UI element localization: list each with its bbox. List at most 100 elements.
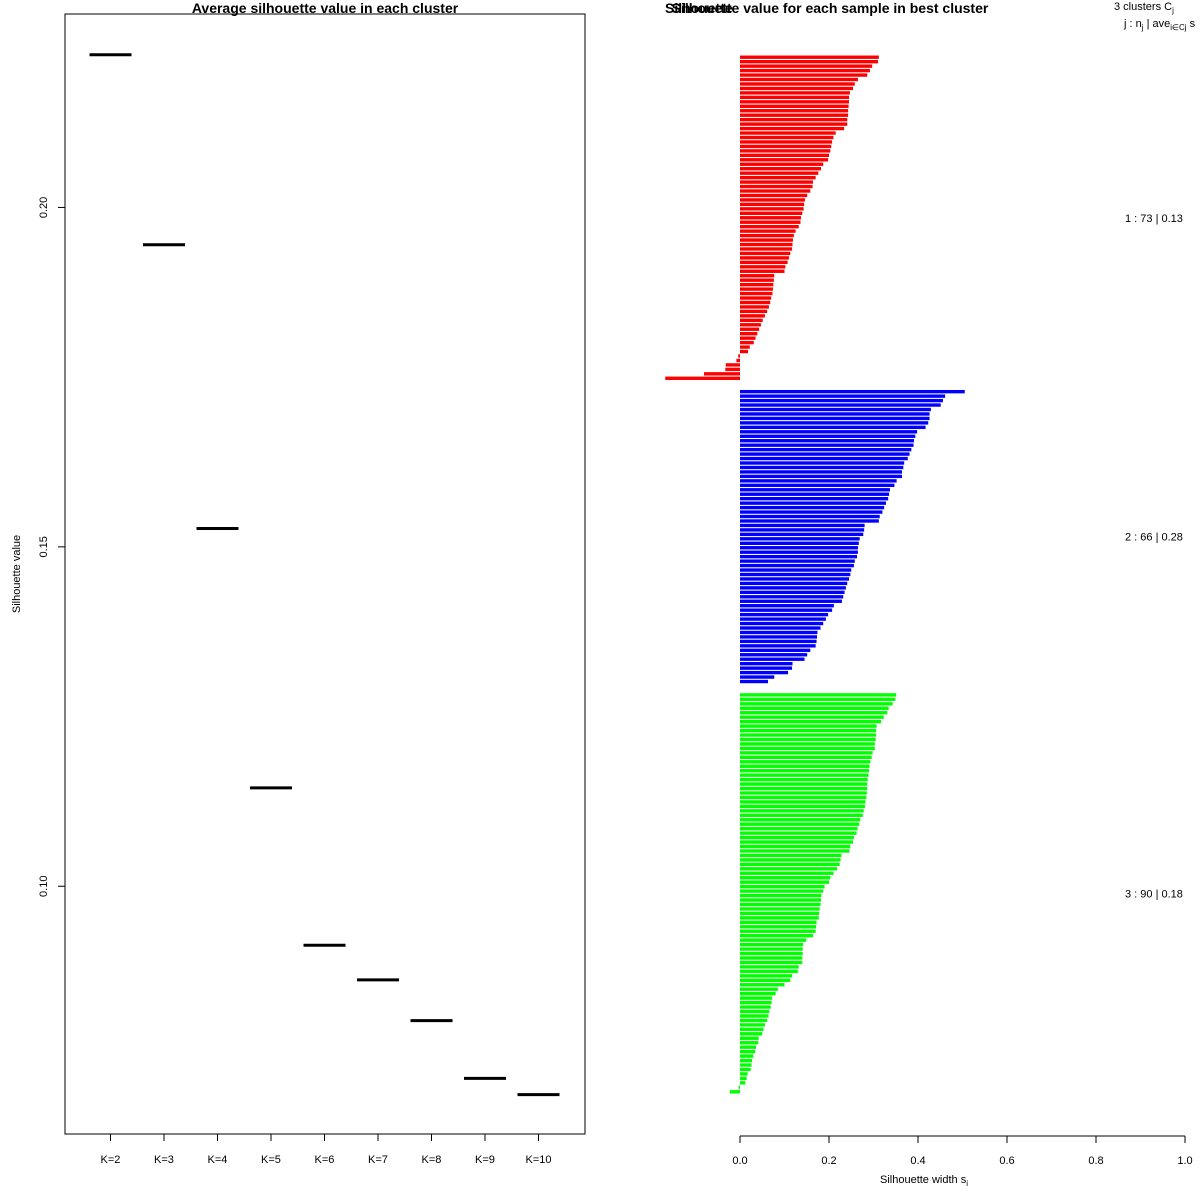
silhouette-bar bbox=[740, 238, 793, 242]
left-y-axis: 0.10 0.15 0.20 bbox=[38, 197, 65, 897]
right-x-axis-label: Silhouette width si bbox=[880, 1174, 968, 1188]
silhouette-bar bbox=[740, 630, 818, 635]
silhouette-bar bbox=[740, 430, 918, 434]
silhouette-bar bbox=[740, 965, 799, 969]
silhouette-bar bbox=[740, 880, 829, 884]
silhouette-bar bbox=[740, 224, 799, 229]
silhouette-bar bbox=[740, 764, 870, 768]
silhouette-bar bbox=[740, 826, 858, 831]
silhouette-bar bbox=[740, 470, 902, 474]
cluster-legend: 3 clusters Cj j : nj | avei∈Cj s 1 : 73 … bbox=[1114, 1, 1196, 900]
left-y-axis-label: Silhouette value bbox=[11, 535, 23, 613]
silhouette-bar bbox=[740, 407, 931, 412]
silhouette-bar bbox=[740, 595, 844, 599]
silhouette-bar bbox=[740, 657, 805, 661]
silhouette-bar bbox=[740, 421, 929, 425]
silhouette-bar bbox=[740, 942, 804, 947]
silhouette-bar bbox=[740, 340, 754, 345]
silhouette-bar bbox=[740, 323, 761, 327]
silhouette-bar bbox=[740, 1000, 772, 1005]
silhouette-bar bbox=[740, 889, 824, 893]
silhouette-bar bbox=[740, 282, 774, 287]
silhouette-bar bbox=[740, 1018, 768, 1023]
silhouette-bar bbox=[740, 220, 801, 224]
silhouette-bar bbox=[740, 1041, 759, 1045]
silhouette-bar bbox=[740, 247, 793, 251]
silhouette-bar bbox=[740, 563, 854, 568]
silhouette-bar bbox=[740, 175, 816, 180]
silhouette-bar bbox=[740, 876, 831, 880]
silhouette-bar bbox=[740, 612, 829, 617]
silhouette-bar bbox=[740, 987, 778, 991]
silhouette-bar bbox=[740, 64, 873, 68]
silhouette-bar bbox=[740, 104, 849, 108]
silhouette-bar bbox=[740, 777, 868, 782]
silhouette-bar bbox=[740, 479, 897, 483]
silhouette-bar bbox=[740, 117, 848, 122]
silhouette-bar bbox=[740, 893, 822, 898]
legend-subheader-sub-i: i∈Cj bbox=[1170, 23, 1187, 32]
silhouette-bar bbox=[740, 202, 805, 207]
left-x-tick-label: K=9 bbox=[475, 1154, 495, 1166]
silhouette-bar bbox=[740, 934, 813, 938]
silhouette-bar bbox=[740, 644, 816, 648]
legend-row-cluster-2: 2 : 66 | 0.28 bbox=[1125, 532, 1183, 544]
left-x-tick-label: K=8 bbox=[422, 1154, 442, 1166]
silhouette-bar bbox=[740, 443, 914, 447]
silhouette-bar bbox=[740, 229, 796, 233]
silhouette-bar bbox=[740, 349, 749, 354]
silhouette-bar bbox=[740, 898, 821, 902]
silhouette-bar bbox=[740, 1027, 764, 1032]
right-x-tick-label: 0.8 bbox=[1088, 1155, 1103, 1167]
silhouette-bar bbox=[740, 77, 858, 82]
silhouette-bar bbox=[740, 95, 850, 100]
silhouette-bar bbox=[740, 296, 772, 300]
silhouette-bar bbox=[740, 140, 833, 144]
silhouette-bar bbox=[740, 818, 861, 822]
silhouette-bar bbox=[740, 211, 803, 215]
silhouette-bar bbox=[740, 791, 867, 795]
silhouette-bar bbox=[740, 916, 819, 920]
silhouette-bar bbox=[740, 1058, 753, 1063]
silhouette-bar bbox=[740, 733, 877, 737]
silhouette-bar bbox=[740, 309, 768, 314]
left-plot-frame bbox=[64, 13, 586, 1135]
silhouette-bar bbox=[740, 86, 854, 91]
silhouette-bar bbox=[740, 867, 838, 871]
silhouette-bar bbox=[740, 746, 875, 751]
silhouette-bar bbox=[740, 300, 771, 305]
silhouette-bar bbox=[740, 795, 867, 800]
silhouette-bar bbox=[740, 559, 855, 563]
silhouette-bar bbox=[740, 969, 798, 974]
silhouette-bar bbox=[740, 100, 850, 104]
silhouette-bar bbox=[740, 345, 750, 349]
left-x-tick-label: K=7 bbox=[368, 1154, 388, 1166]
silhouette-bar bbox=[740, 871, 834, 875]
silhouette-bar bbox=[740, 586, 846, 590]
silhouette-bar bbox=[740, 853, 842, 858]
silhouette-bar bbox=[740, 666, 793, 670]
left-x-tick-label: K=2 bbox=[101, 1154, 121, 1166]
silhouette-bar bbox=[740, 278, 774, 282]
silhouette-bar bbox=[740, 1049, 756, 1054]
silhouette-bar bbox=[736, 358, 740, 363]
silhouette-bar bbox=[740, 1032, 763, 1036]
silhouette-bar bbox=[740, 960, 803, 965]
silhouette-bar bbox=[740, 109, 849, 113]
silhouette-bar bbox=[740, 113, 849, 117]
legend-row-cluster-1: 1 : 73 | 0.13 bbox=[1125, 213, 1183, 225]
silhouette-bar bbox=[740, 135, 834, 140]
silhouette-bar bbox=[740, 265, 786, 269]
left-y-tick-label: 0.20 bbox=[38, 197, 50, 218]
silhouette-bar bbox=[740, 991, 776, 996]
silhouette-bar bbox=[740, 813, 863, 817]
silhouette-bar bbox=[740, 786, 868, 791]
left-x-tick-label: K=5 bbox=[261, 1154, 281, 1166]
silhouette-bar bbox=[740, 305, 769, 309]
silhouette-bar bbox=[740, 862, 840, 867]
silhouette-bar bbox=[740, 68, 870, 73]
silhouette-bar bbox=[740, 416, 930, 421]
silhouette-bar bbox=[740, 577, 850, 581]
silhouette-bar bbox=[740, 715, 884, 719]
silhouette-bar bbox=[740, 327, 760, 331]
